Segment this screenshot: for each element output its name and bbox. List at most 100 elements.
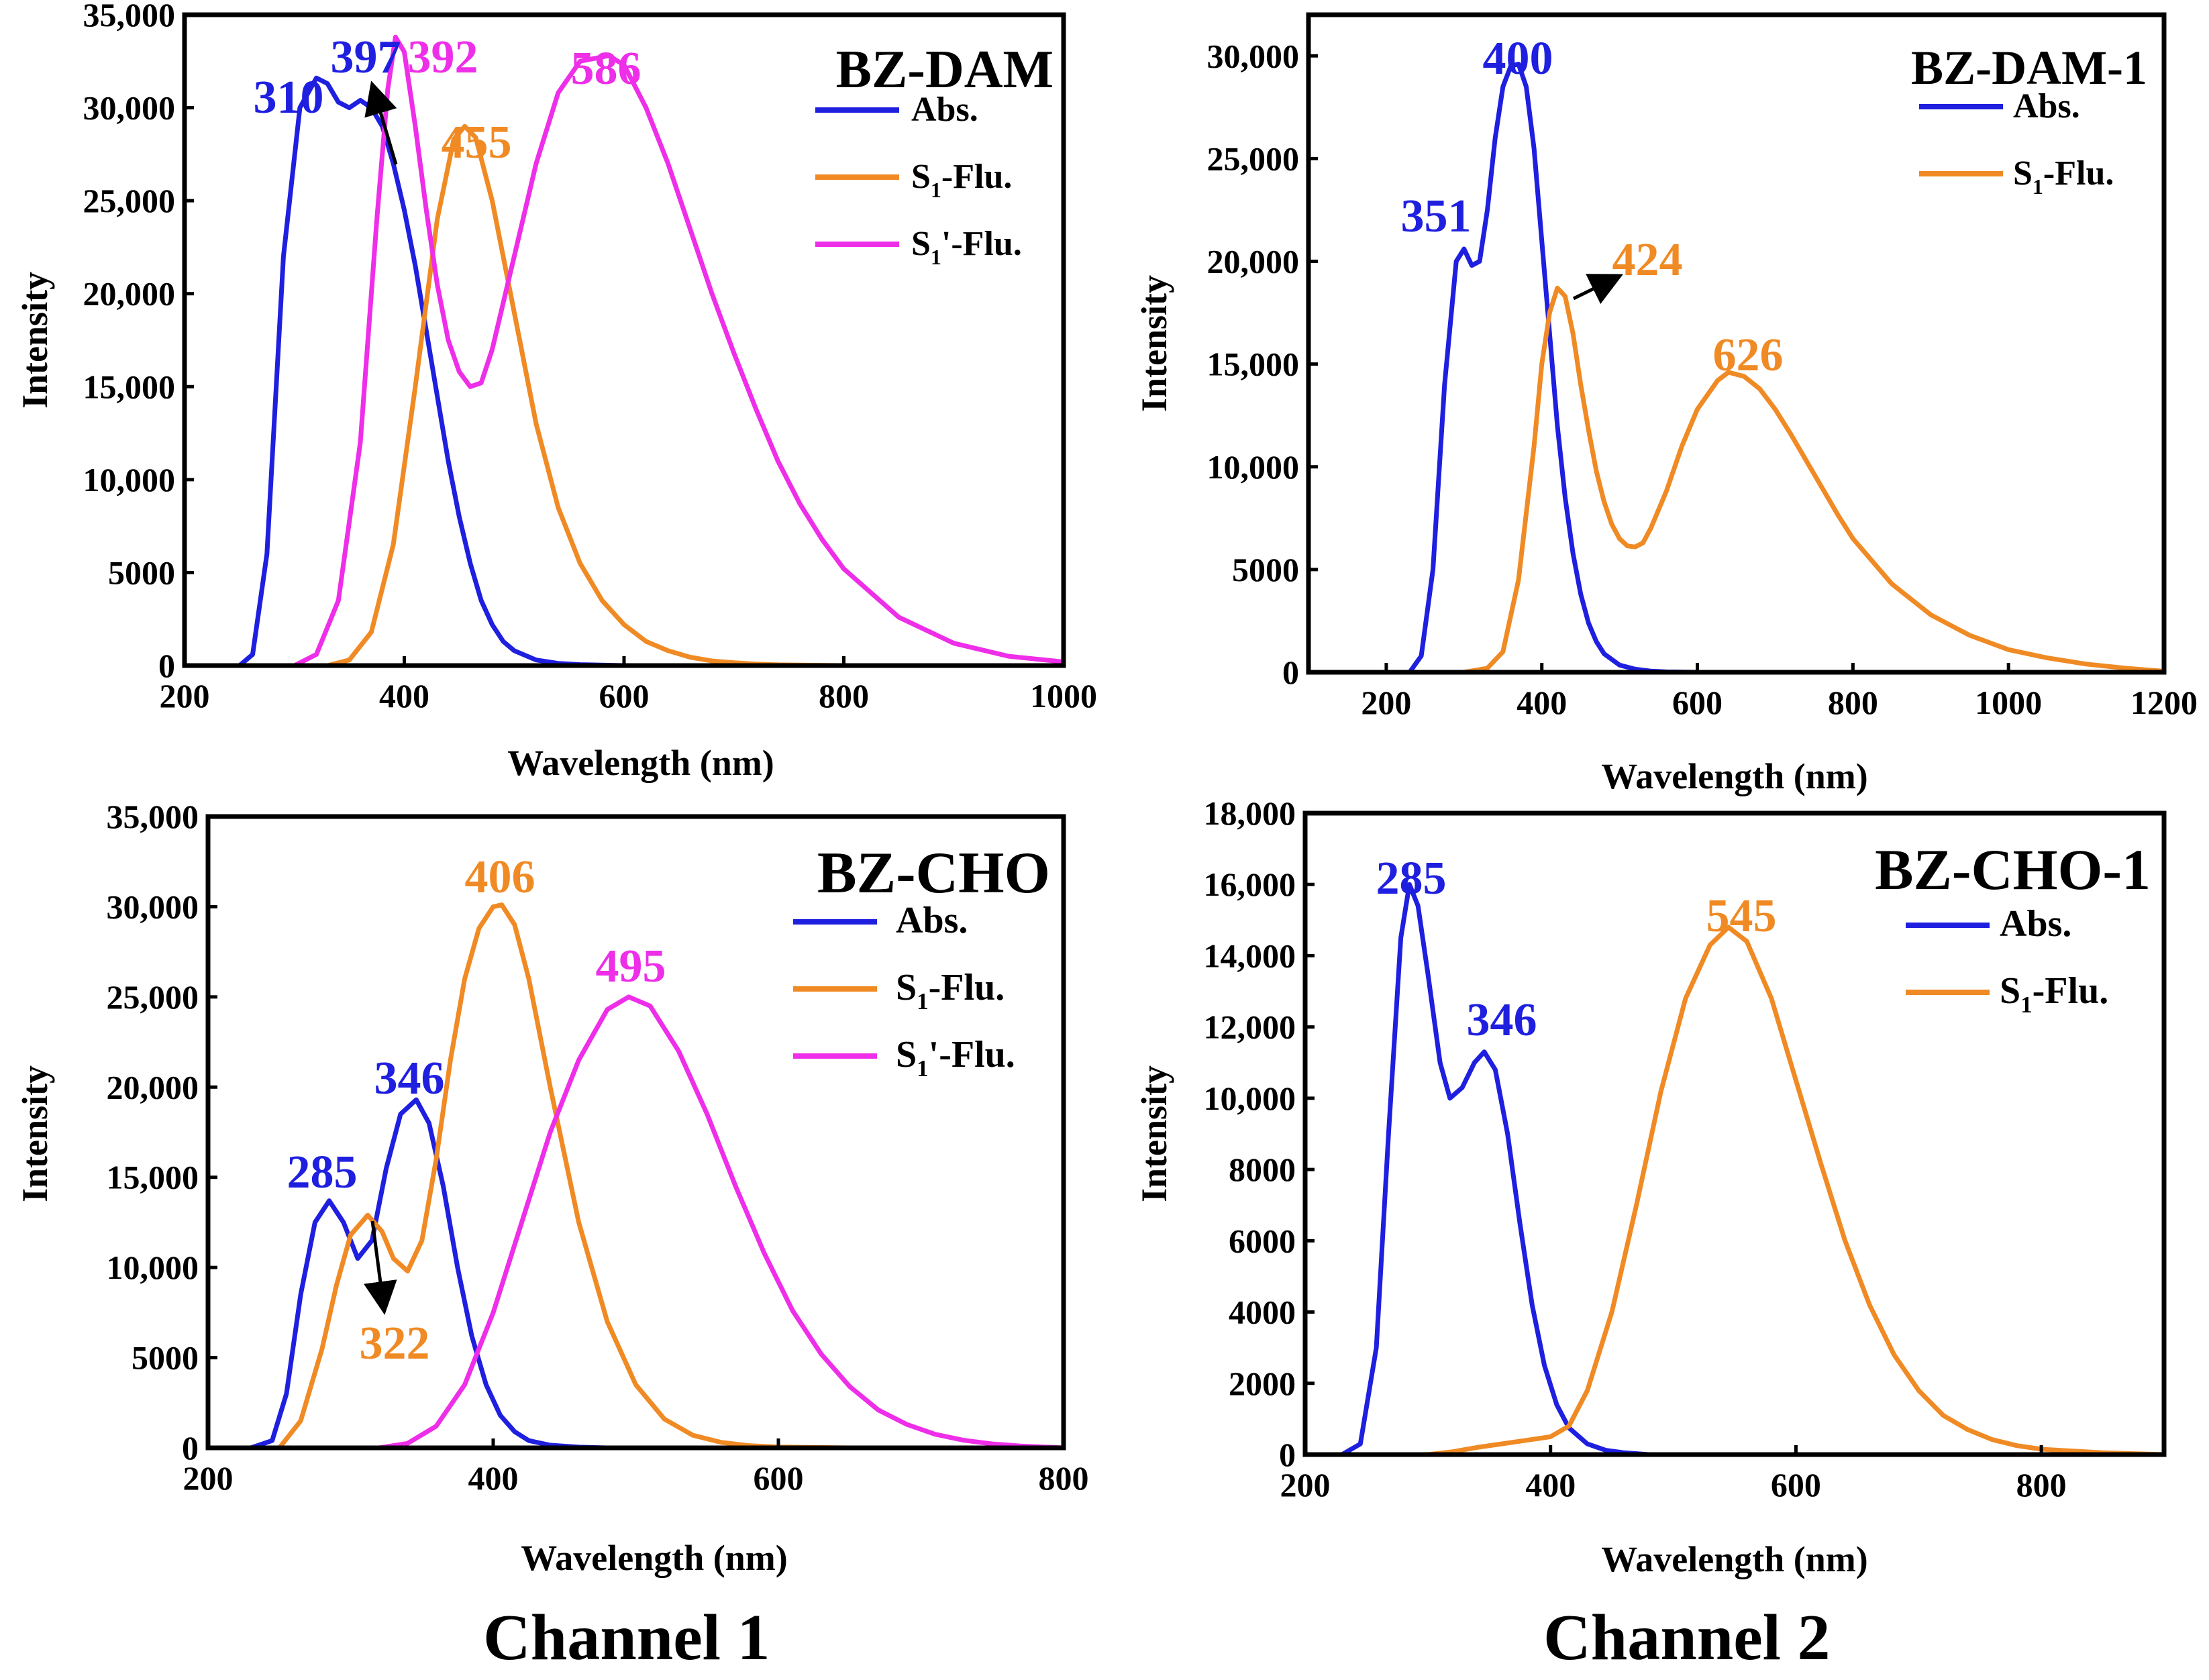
x-tick-label: 600 [1672, 684, 1723, 721]
peak-label: 346 [1467, 994, 1537, 1046]
series-line-abs [1306, 62, 2167, 675]
legend: Abs. S1-Flu. S1'-Flu. [793, 900, 1015, 1082]
peak-label: 626 [1713, 329, 1784, 381]
channel-1-label: Channel 1 [483, 1602, 770, 1674]
plot-frame [1302, 810, 2167, 1457]
y-axis: 0 5000 10,000 15,000 20,000 25,000 30,000 [1207, 37, 1318, 691]
y-tick-label: 10,000 [83, 461, 176, 498]
x-axis: 200 400 600 800 1000 [160, 656, 1097, 715]
x-tick-label: 600 [599, 677, 650, 715]
series-line-s1-flu [1302, 925, 2167, 1457]
x-axis: 200 400 600 800 1000 1200 [1361, 663, 2198, 721]
x-tick-label: 200 [1280, 1466, 1331, 1504]
y-axis-label: Intensity [1134, 275, 1174, 412]
legend-text: -Flu. [941, 158, 1012, 196]
legend-entry: S1'-Flu. [896, 1034, 1015, 1082]
legend-entry: S1-Flu. [896, 967, 1005, 1014]
legend-text: S [2000, 970, 2020, 1012]
x-axis-label: Wavelength (nm) [1601, 1539, 1868, 1579]
series-line-s1-flu [205, 902, 1066, 1451]
y-tick-label: 5000 [108, 554, 175, 591]
series-lines [1302, 882, 2167, 1457]
y-tick-label: 25,000 [107, 978, 199, 1016]
channel-2-label: Channel 2 [1543, 1602, 1831, 1674]
peak-label: 346 [374, 1053, 445, 1104]
peak-label: 455 [442, 117, 512, 168]
x-tick-label: 200 [160, 677, 210, 715]
legend-entry: Abs. [911, 91, 978, 129]
legend-text: S [911, 225, 931, 263]
legend-text: S [896, 967, 917, 1008]
legend-entry: Abs. [896, 900, 968, 941]
series-lines [182, 34, 1066, 668]
y-tick-label: 18,000 [1204, 794, 1296, 832]
legend: Abs.S1-Flu.S1'-Flu. [815, 91, 1022, 269]
x-axis: 200 400 600 800 [183, 1438, 1089, 1497]
legend-text: Abs. [2000, 903, 2071, 945]
x-tick-label: 400 [468, 1459, 519, 1497]
legend-subscript: 1 [917, 1055, 929, 1082]
legend-text: -Flu. [2043, 154, 2114, 193]
y-tick-label: 8000 [1229, 1151, 1296, 1188]
peak-label: 310 [254, 72, 324, 123]
x-axis-label: Wavelength (nm) [521, 1538, 788, 1578]
y-tick-label: 10,000 [1207, 448, 1300, 486]
legend-subscript: 1 [931, 245, 941, 269]
legend-entry: Abs. [2000, 903, 2071, 945]
peak-label: 586 [571, 43, 641, 95]
series-line-s1-flu [1306, 285, 2167, 675]
peak-label: 400 [1483, 33, 1553, 85]
peak-label: 397 [331, 32, 401, 83]
panel-2: 200 400 600 800 1000 1200 0 5000 10,000 15,000 20,… [1134, 12, 2198, 796]
y-tick-label: 15,000 [83, 368, 176, 405]
y-tick-label: 20,000 [1207, 243, 1300, 280]
peak-label: 495 [596, 941, 666, 992]
y-tick-label: 30,000 [83, 89, 176, 127]
x-tick-label: 800 [1039, 1459, 1089, 1497]
x-tick-label: 1000 [1030, 677, 1097, 715]
y-tick-label: 16,000 [1204, 865, 1296, 903]
legend-text: Abs. [911, 91, 978, 129]
peak-annotations: 351 400 424 626 [1401, 33, 1784, 381]
peak-label: 285 [287, 1147, 358, 1198]
panel-4: 200 400 600 8000200040006000800010,00012,00… [1134, 794, 2167, 1579]
peak-annotations: 285 346 545 [1376, 853, 1777, 1046]
legend-text: Abs. [896, 900, 968, 941]
y-tick-label: 6000 [1229, 1222, 1296, 1259]
plot-frame [205, 814, 1066, 1451]
y-tick-label: 20,000 [107, 1068, 199, 1106]
legend-entry: S1-Flu. [2013, 154, 2114, 199]
y-tick-label: 30,000 [107, 888, 199, 925]
annotation-arrow [364, 1220, 397, 1315]
x-tick-label: 600 [1771, 1466, 1821, 1504]
y-axis-label: Intensity [1134, 1065, 1174, 1202]
legend-entry: S1-Flu. [911, 158, 1012, 202]
panel-1: 200 400 600 800 1000 0 5000 10,000 15,000 20,000 2… [15, 0, 1097, 783]
peak-label: 285 [1376, 853, 1447, 904]
x-tick-label: 400 [1525, 1466, 1576, 1504]
y-tick-label: 10,000 [1204, 1080, 1296, 1117]
panel-3: 200 400 600 800 0 5000 10,000 15,000 20,000 25,00… [15, 798, 1089, 1578]
y-axis: 0 2000 4000 6000 8000 10,000 12,000 14,000 16,00… [1204, 794, 1315, 1473]
x-axis-label: Wavelength (nm) [507, 743, 774, 783]
series-line-abs [205, 1097, 1066, 1451]
chart-title: BZ-DAM-1 [1911, 41, 2147, 95]
series-line-abs [1302, 882, 2167, 1457]
series-line-s1-flu [182, 123, 1066, 668]
series-lines [205, 902, 1066, 1451]
y-axis: 0 5000 10,000 15,000 20,000 25,000 30,000 35,00… [107, 798, 217, 1467]
legend-entry: S1'-Flu. [911, 225, 1022, 269]
x-tick-label: 400 [379, 677, 429, 715]
y-axis-label: Intensity [15, 272, 55, 409]
annotation-arrow [1572, 274, 1623, 305]
chart-title: BZ-CHO-1 [1875, 837, 2151, 902]
y-tick-label: 2000 [1229, 1365, 1296, 1402]
series-line-abs [182, 75, 1066, 668]
peak-label: 545 [1706, 890, 1777, 942]
legend-text: S [911, 158, 931, 196]
series-lines [1306, 62, 2167, 675]
chart-title: BZ-DAM [836, 40, 1054, 99]
series-line-s1-flu [205, 994, 1066, 1451]
